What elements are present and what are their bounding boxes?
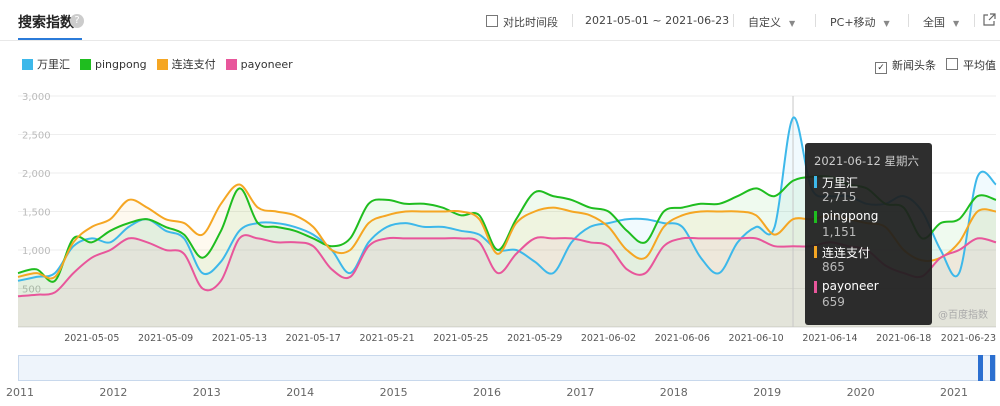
x-tick-label: 2021-05-25: [433, 333, 488, 344]
x-tick-label: 2021-05-05: [64, 333, 119, 344]
legend-label: payoneer: [240, 57, 293, 71]
tooltip-series-name: payoneer: [822, 279, 879, 293]
title-underline: [18, 38, 82, 40]
x-tick-label: 2021-06-02: [581, 333, 636, 344]
tooltip-color-bar: [814, 176, 817, 188]
tooltip-color-bar: [814, 246, 817, 258]
legend-label: pingpong: [95, 57, 147, 71]
tooltip-series-value: 2,715: [822, 190, 857, 204]
custom-range-label: 自定义: [748, 16, 781, 29]
navigator-year-label: 2016: [473, 386, 501, 399]
navigator-year-label: 2013: [192, 386, 221, 399]
tooltip-series-value: 659: [822, 295, 845, 309]
x-tick-label: 2021-05-21: [359, 333, 414, 344]
x-tick-label: 2021-05-17: [286, 333, 341, 344]
average-option[interactable]: 平均值: [946, 57, 996, 73]
tooltip-series-name: pingpong: [822, 209, 879, 223]
tooltip-series-value: 1,151: [822, 225, 857, 239]
device-dropdown[interactable]: PC+移动 ▼: [830, 14, 890, 30]
tooltip-series-name: 万里汇: [822, 176, 859, 190]
custom-range-dropdown[interactable]: 自定义 ▼: [748, 14, 795, 30]
news-checkbox[interactable]: [875, 62, 887, 74]
chevron-down-icon: ▼: [953, 19, 960, 28]
help-icon[interactable]: ?: [70, 14, 84, 28]
compare-period-toggle[interactable]: 对比时间段: [486, 14, 558, 30]
x-tick-label: 2021-05-29: [507, 333, 562, 344]
divider: [572, 14, 573, 27]
x-tick-label: 2021-05-13: [212, 333, 267, 344]
series-area: [18, 117, 996, 327]
x-tick-label: 2021-06-10: [729, 333, 784, 344]
compare-checkbox[interactable]: [486, 15, 498, 27]
chart-tooltip: 2021-06-12 星期六 万里汇 2,715 pingpong 1,151 …: [805, 143, 932, 325]
compare-label: 对比时间段: [503, 16, 558, 29]
chevron-down-icon: ▼: [789, 19, 796, 28]
time-navigator[interactable]: [18, 355, 996, 381]
series-area: [18, 184, 996, 327]
x-tick-label: 2021-06-18: [876, 333, 931, 344]
tooltip-color-bar: [814, 211, 817, 223]
divider: [974, 14, 975, 27]
chart-legend: 万里汇 pingpong 连连支付 payoneer: [22, 56, 293, 72]
average-label: 平均值: [963, 59, 996, 72]
y-tick-label: 2,000: [22, 169, 51, 180]
legend-swatch: [225, 58, 237, 70]
divider: [815, 14, 816, 27]
y-tick-label: 1,000: [22, 246, 51, 257]
x-tick-label: 2021-06-14: [802, 333, 857, 344]
x-tick-label: 2021-06-23: [941, 333, 996, 344]
divider: [908, 14, 909, 27]
y-tick-label: 2,500: [22, 131, 51, 142]
navigator-handle-right[interactable]: [990, 355, 995, 381]
y-tick-label: 500: [22, 285, 41, 296]
x-tick-label: 2021-05-09: [138, 333, 193, 344]
tooltip-series-name: 连连支付: [822, 246, 871, 260]
page-title: 搜索指数: [18, 15, 74, 31]
region-dropdown[interactable]: 全国 ▼: [923, 14, 959, 30]
device-label: PC+移动: [830, 16, 876, 29]
legend-label: 连连支付: [171, 58, 216, 71]
legend-item[interactable]: 万里汇: [22, 56, 70, 72]
navigator-year-label: 2021: [940, 386, 968, 399]
tooltip-date: 2021-06-12 星期六: [814, 154, 919, 168]
legend-label: 万里汇: [37, 58, 70, 71]
navigator-year-label: 2020: [846, 386, 875, 399]
divider: [733, 14, 734, 27]
legend-swatch: [156, 58, 168, 70]
navigator-handle-left[interactable]: [978, 355, 983, 381]
y-tick-label: 1,500: [22, 208, 51, 219]
series-area: [18, 235, 996, 327]
news-option[interactable]: 新闻头条: [875, 57, 936, 74]
line-chart[interactable]: 3,000 2,500 2,000 1,500 1,000 500 2021-05-05 20…: [0, 0, 1000, 350]
navigator-year-label: 2014: [286, 386, 315, 399]
date-range-picker[interactable]: 2021-05-01 ~ 2021-06-23: [585, 14, 730, 27]
share-icon[interactable]: [982, 12, 996, 31]
navigator-year-label: 2011: [6, 386, 34, 399]
region-label: 全国: [923, 16, 945, 29]
average-checkbox[interactable]: [946, 58, 958, 70]
watermark: @百度指数: [938, 310, 988, 321]
tooltip-series-value: 865: [822, 260, 845, 274]
navigator-year-label: 2018: [659, 386, 688, 399]
navigator-year-label: 2012: [99, 386, 128, 399]
news-label: 新闻头条: [892, 59, 936, 72]
legend-item[interactable]: payoneer: [225, 56, 293, 72]
legend-item[interactable]: pingpong: [80, 56, 147, 72]
legend-swatch: [80, 58, 91, 70]
chevron-down-icon: ▼: [883, 19, 890, 28]
legend-swatch: [22, 58, 33, 70]
legend-item[interactable]: 连连支付: [156, 56, 216, 72]
navigator-year-label: 2015: [379, 386, 408, 399]
navigator-year-label: 2017: [566, 386, 595, 399]
y-tick-label: 3,000: [22, 92, 51, 103]
x-tick-label: 2021-06-06: [655, 333, 710, 344]
navigator-year-label: 2019: [753, 386, 782, 399]
header-divider: [0, 40, 1000, 41]
tooltip-color-bar: [814, 281, 817, 293]
